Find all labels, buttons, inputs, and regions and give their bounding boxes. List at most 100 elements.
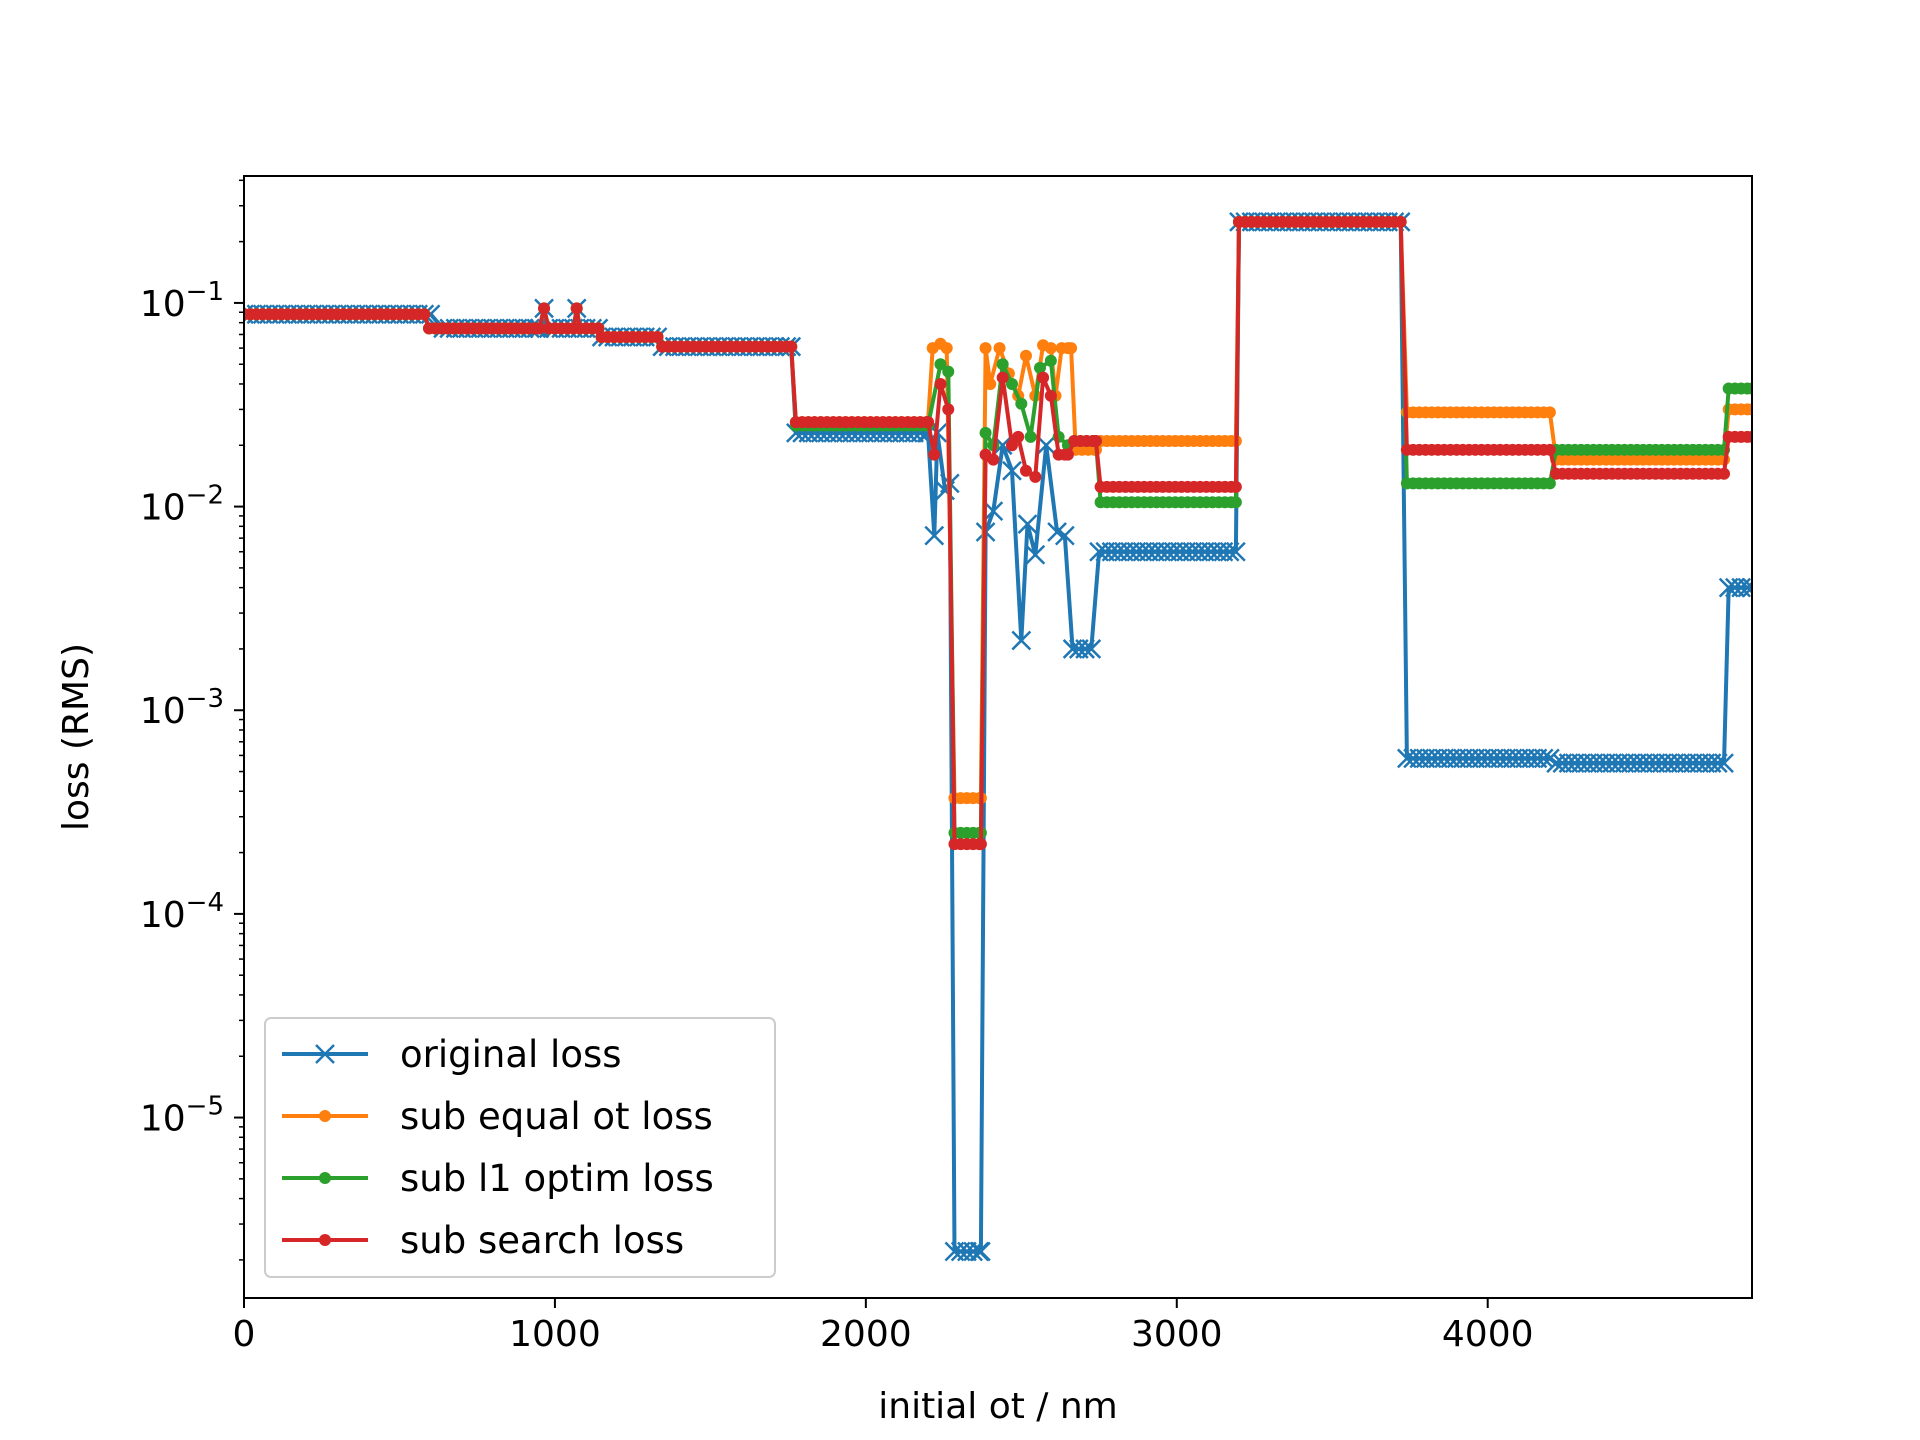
data-point: [1019, 464, 1032, 477]
x-axis-label: initial ot / nm: [878, 1386, 1117, 1427]
data-point: [1714, 753, 1734, 773]
data-point: [1002, 460, 1022, 481]
x-tick-label: 0: [233, 1314, 256, 1355]
legend-marker: [315, 1044, 335, 1064]
x-tick-label: 3000: [1131, 1314, 1223, 1355]
legend-marker: [319, 1110, 331, 1122]
y-tick-label: 10−2: [140, 481, 224, 529]
data-point: [418, 308, 431, 321]
plot-frame: [243, 175, 1753, 1299]
data-point: [1075, 639, 1095, 659]
data-point: [971, 1241, 991, 1262]
data-point: [1061, 448, 1074, 461]
data-point: [1394, 215, 1407, 228]
data-point: [1707, 753, 1728, 773]
data-point: [538, 302, 551, 315]
data-point: [1065, 342, 1078, 355]
legend-marker: [319, 1234, 331, 1246]
data-point: [1081, 639, 1102, 659]
legend-box: [264, 1017, 776, 1278]
data-point: [1033, 361, 1046, 374]
data-point: [1015, 397, 1028, 410]
legend: original loss sub equal ot loss sub l1 opt…: [264, 1017, 776, 1278]
data-point: [1019, 349, 1032, 362]
legend-label: sub search loss: [400, 1219, 684, 1262]
data-point: [963, 1241, 984, 1262]
y-tick-label: 10−1: [140, 277, 224, 325]
data-point: [1742, 577, 1752, 598]
legend-entry: sub l1 optim loss: [282, 1157, 714, 1200]
data-point: [987, 453, 1000, 466]
data-point: [996, 371, 1009, 384]
data-point: [1746, 382, 1752, 395]
data-point: [1044, 342, 1057, 355]
data-point: [993, 342, 1006, 355]
data-point: [1054, 525, 1075, 546]
data-point: [1017, 514, 1038, 535]
data-point: [1005, 377, 1018, 390]
data-point: [934, 358, 947, 371]
legend-marker: [319, 1172, 331, 1184]
data-point: [1005, 439, 1018, 452]
y-tick-label: 10−4: [140, 888, 224, 936]
data-point: [942, 365, 955, 378]
data-point: [983, 501, 1004, 522]
y-tick-label: 10−5: [140, 1092, 224, 1140]
legend-label: sub equal ot loss: [400, 1095, 713, 1138]
data-point: [1037, 371, 1050, 384]
data-point: [928, 448, 941, 461]
data-point: [984, 377, 997, 390]
data-point: [1229, 480, 1242, 493]
data-point: [1089, 434, 1102, 447]
data-point: [1219, 541, 1240, 562]
data-point: [1011, 630, 1032, 651]
data-point: [942, 403, 955, 416]
legend-entry: sub equal ot loss: [282, 1095, 713, 1138]
data-point: [934, 377, 947, 390]
data-point: [651, 331, 664, 344]
data-point: [533, 322, 546, 335]
data-point: [1025, 544, 1046, 565]
data-point: [1737, 577, 1752, 598]
legend-label: original loss: [400, 1033, 622, 1076]
data-point: [1533, 748, 1554, 769]
data-point: [922, 416, 935, 429]
data-point: [974, 838, 987, 851]
y-tick-label: 10−3: [140, 684, 224, 732]
x-tick-label: 1000: [509, 1314, 601, 1355]
data-point: [1746, 430, 1752, 443]
data-point: [1718, 467, 1731, 480]
data-point: [570, 302, 583, 315]
data-point: [1543, 443, 1556, 456]
data-point: [1543, 406, 1556, 419]
legend-label: sub l1 optim loss: [400, 1157, 714, 1200]
x-tick-label: 4000: [1442, 1314, 1534, 1355]
y-axis-label: loss (RMS): [56, 643, 97, 831]
data-point: [1543, 477, 1556, 490]
series-4: [244, 215, 1752, 851]
data-point: [1024, 430, 1037, 443]
series-layer: [244, 212, 1752, 1262]
x-tick-label: 2000: [820, 1314, 912, 1355]
data-point: [1044, 354, 1057, 367]
data-point: [1225, 541, 1246, 562]
legend-entry: original loss: [282, 1033, 622, 1076]
series-1: [244, 212, 1752, 1262]
data-point: [979, 426, 992, 439]
y-axis: 10−1 10−2 10−3 10−4 10−5: [140, 179, 244, 1261]
data-point: [785, 340, 798, 353]
data-point: [940, 342, 953, 355]
data-point: [1012, 430, 1025, 443]
data-point: [1029, 470, 1042, 483]
data-point: [1746, 403, 1752, 416]
x-axis: 0 1000 2000 3000 4000: [233, 1298, 1534, 1355]
series-markers: [244, 215, 1752, 851]
data-point: [924, 525, 945, 546]
data-point: [979, 342, 992, 355]
data-point: [996, 358, 1009, 371]
data-point: [1044, 389, 1057, 402]
series-markers: [244, 212, 1752, 1262]
legend-entry: sub search loss: [282, 1219, 684, 1262]
data-point: [1229, 496, 1242, 509]
